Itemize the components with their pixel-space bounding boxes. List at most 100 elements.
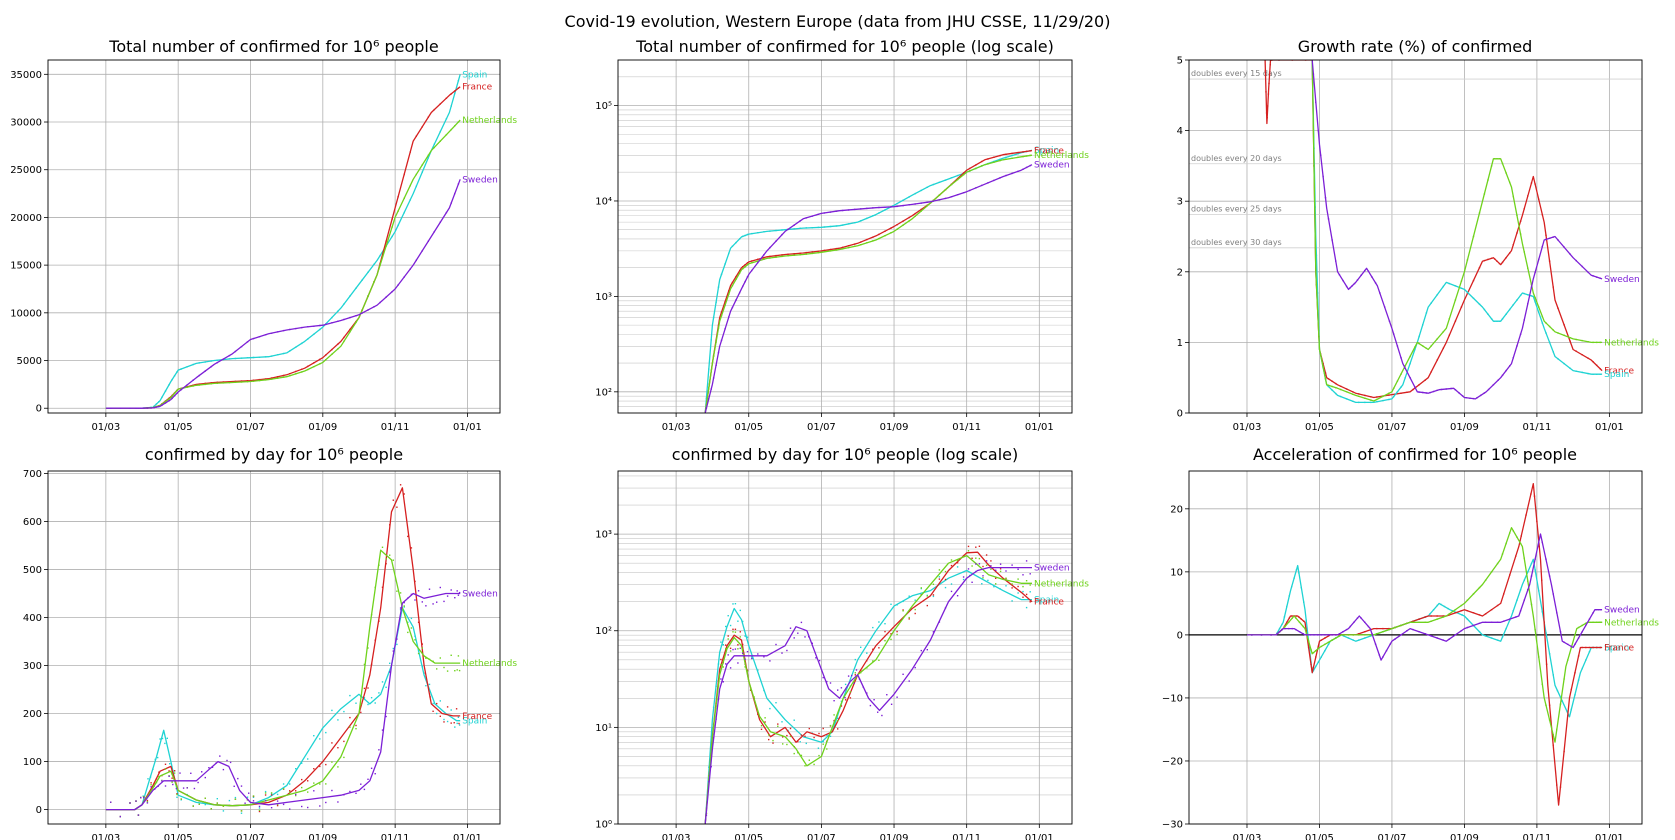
data-point xyxy=(1541,541,1543,544)
data-point xyxy=(890,227,892,229)
data-point xyxy=(313,768,315,770)
data-point xyxy=(1310,663,1312,665)
data-point xyxy=(1545,663,1548,665)
data-point xyxy=(908,616,910,619)
data-point xyxy=(1548,719,1551,721)
data-point xyxy=(1345,285,1348,288)
data-point xyxy=(1011,157,1013,159)
data-point xyxy=(981,184,983,187)
data-point xyxy=(1509,365,1511,367)
data-point xyxy=(826,748,828,750)
data-point xyxy=(1448,282,1450,285)
data-point xyxy=(1448,614,1450,616)
data-point xyxy=(1418,618,1420,620)
data-point xyxy=(1534,183,1536,185)
data-point xyxy=(158,775,160,778)
data-point xyxy=(1312,666,1315,669)
x-tick-label: 01/03 xyxy=(662,422,691,433)
data-point xyxy=(198,803,200,805)
data-point xyxy=(742,285,744,288)
x-tick-label: 01/05 xyxy=(164,422,193,433)
data-point xyxy=(331,761,333,763)
data-point xyxy=(837,720,839,722)
data-point xyxy=(1414,386,1416,388)
x-tick-label: 01/03 xyxy=(91,833,120,840)
y-tick-label: 35000 xyxy=(10,70,42,81)
data-point xyxy=(823,251,826,253)
data-point xyxy=(993,156,995,158)
data-point xyxy=(720,641,722,643)
data-point xyxy=(1005,570,1007,572)
data-point xyxy=(1298,616,1300,618)
data-point xyxy=(712,736,715,739)
data-point xyxy=(1424,379,1426,381)
data-point xyxy=(1570,688,1572,691)
data-point xyxy=(908,196,910,198)
data-point xyxy=(717,698,720,701)
data-point xyxy=(1324,372,1327,374)
data-point xyxy=(725,647,727,650)
data-point xyxy=(1599,368,1601,370)
data-point xyxy=(833,714,835,716)
data-point xyxy=(355,724,357,727)
data-point xyxy=(1017,568,1019,570)
data-point xyxy=(729,650,732,652)
data-point xyxy=(179,772,181,774)
data-point xyxy=(769,257,771,259)
data-point xyxy=(301,342,303,345)
data-point xyxy=(777,725,779,727)
data-point xyxy=(1370,396,1372,398)
data-point xyxy=(833,719,835,722)
data-point xyxy=(457,183,460,185)
data-point xyxy=(829,724,832,727)
data-point xyxy=(1512,610,1514,612)
data-point xyxy=(811,642,813,644)
data-point xyxy=(1490,318,1493,320)
data-point xyxy=(890,703,893,705)
data-point xyxy=(1429,613,1431,615)
data-point xyxy=(1592,373,1594,375)
data-point xyxy=(1460,630,1463,632)
data-point xyxy=(432,660,434,662)
data-point xyxy=(999,570,1002,573)
data-point xyxy=(1283,616,1286,618)
data-point xyxy=(1394,638,1396,640)
x-tick-label: 01/11 xyxy=(1522,422,1551,433)
data-point xyxy=(1541,683,1543,685)
data-point xyxy=(204,361,206,363)
data-point xyxy=(270,807,273,809)
data-point xyxy=(1563,334,1565,336)
data-point xyxy=(1519,542,1522,545)
data-point xyxy=(710,388,712,390)
data-point xyxy=(403,605,405,607)
data-point xyxy=(363,663,366,666)
data-point xyxy=(396,590,398,592)
series-group xyxy=(105,484,461,818)
data-point xyxy=(457,594,460,596)
data-point xyxy=(1418,384,1420,386)
series-label-spain: Spain xyxy=(1604,370,1629,380)
data-point xyxy=(1352,634,1354,636)
x-tick-label: 01/11 xyxy=(952,833,981,840)
data-point xyxy=(975,563,977,565)
data-point xyxy=(956,595,959,597)
series-line-netherlands xyxy=(105,549,461,811)
data-point xyxy=(1501,374,1504,376)
data-point xyxy=(811,215,813,217)
data-point xyxy=(325,763,327,766)
data-point xyxy=(252,356,255,359)
data-point xyxy=(805,742,807,745)
data-point xyxy=(1404,377,1406,379)
data-point xyxy=(450,93,452,95)
data-point xyxy=(869,704,872,707)
data-point xyxy=(1472,279,1475,282)
data-point xyxy=(746,264,749,266)
data-point xyxy=(1335,387,1337,389)
data-point xyxy=(1592,646,1594,649)
data-point xyxy=(1412,620,1414,622)
data-point xyxy=(158,401,160,403)
data-point xyxy=(415,185,417,188)
data-point xyxy=(993,179,995,182)
data-point xyxy=(717,685,720,687)
data-point xyxy=(1268,73,1271,75)
